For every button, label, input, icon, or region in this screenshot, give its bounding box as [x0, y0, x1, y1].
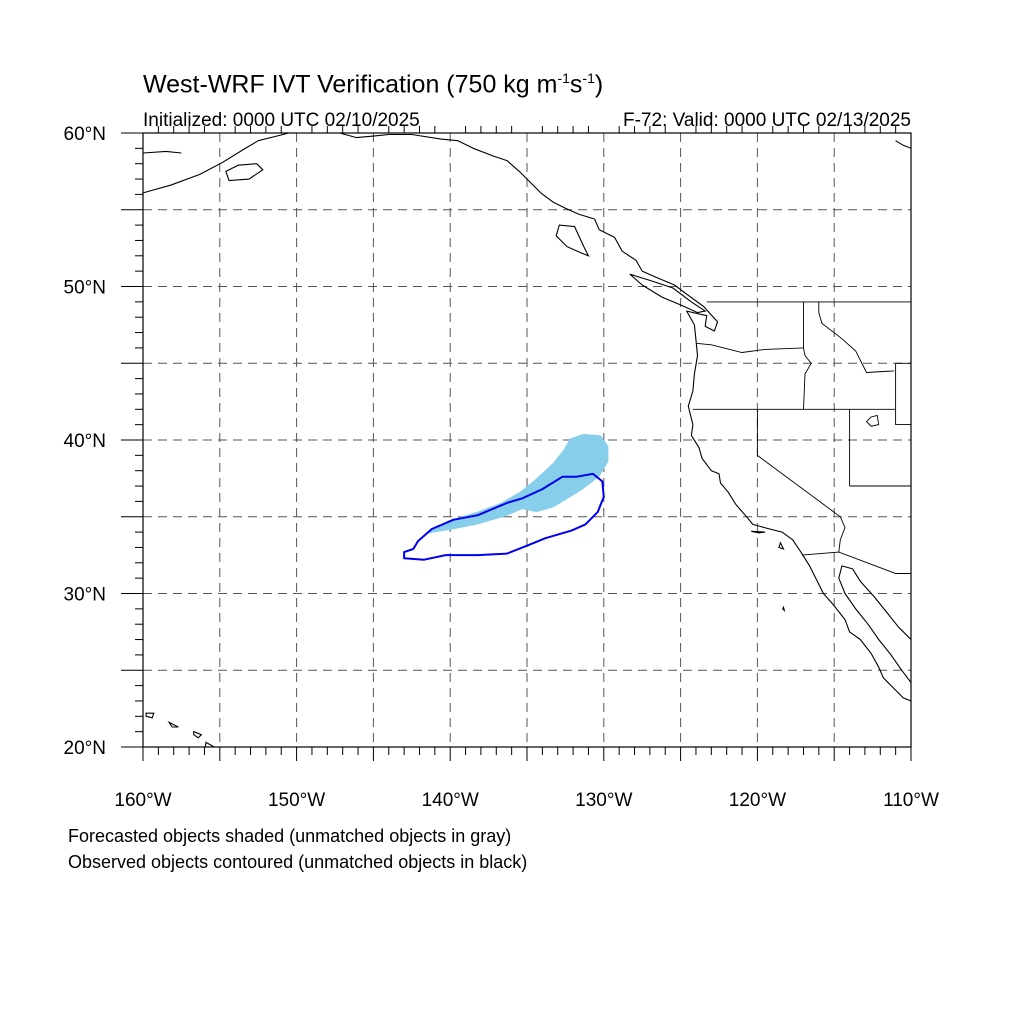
coastline [143, 150, 182, 154]
valid-time: F-72: Valid: 0000 UTC 02/13/2025 [623, 110, 911, 131]
island-outline [629, 273, 707, 314]
island-outline [204, 741, 216, 747]
state-boundary [803, 301, 812, 410]
island-outline [555, 224, 590, 257]
lat-tick-label: 50°N [64, 278, 106, 299]
forecast-object [427, 433, 609, 534]
state-boundary [838, 516, 846, 553]
island-outline [225, 163, 264, 182]
lon-tick-label: 150°W [268, 790, 325, 811]
lon-tick-label: 160°W [114, 790, 171, 811]
island-outline [778, 541, 785, 550]
state-boundary [818, 301, 895, 373]
state-boundary [695, 342, 804, 353]
initialized-time: Initialized: 0000 UTC 02/10/2025 [143, 110, 420, 131]
lon-tick-label: 110°W [883, 790, 939, 811]
coastline [308, 133, 911, 702]
observed-note: Observed objects contoured (unmatched ob… [68, 852, 528, 872]
title-superscript: -1 [557, 70, 570, 86]
state-boundary [801, 551, 911, 574]
island-outline [193, 730, 203, 739]
title-text-end: ) [594, 70, 604, 99]
island-outline [751, 530, 766, 534]
coastline [143, 133, 290, 194]
lake-outline [865, 414, 880, 427]
axis-labels: 160°W 150°W 140°W 130°W 120°W 110°W 20°N 30°N 40… [64, 124, 939, 811]
lat-tick-label: 40°N [64, 431, 106, 452]
objects-layer [403, 433, 609, 561]
title-superscript: -1 [582, 70, 595, 86]
island-outline [145, 712, 155, 719]
lat-tick-label: 20°N [64, 738, 106, 759]
geography-layer [143, 133, 911, 747]
forecast-note: Forecasted objects shaded (unmatched obj… [68, 826, 512, 846]
state-boundary [756, 409, 841, 518]
title-text: West-WRF IVT Verification (750 kg m [143, 70, 558, 99]
lon-tick-label: 140°W [422, 790, 479, 811]
chart-title: West-WRF IVT Verification (750 kg m-1s-1… [143, 70, 603, 99]
lon-tick-label: 130°W [575, 790, 632, 811]
observed-object-contour [403, 472, 605, 561]
grid-lines [143, 133, 911, 747]
island-outline [782, 605, 786, 613]
island-outline [167, 720, 179, 728]
lat-tick-label: 60°N [64, 124, 106, 145]
axis-ticks [121, 126, 912, 761]
coastline [838, 565, 911, 683]
coastline [895, 140, 911, 149]
lat-tick-label: 30°N [64, 585, 106, 606]
state-boundary [895, 363, 911, 426]
title-text-unit: s [569, 70, 583, 99]
lon-tick-label: 120°W [729, 790, 786, 811]
